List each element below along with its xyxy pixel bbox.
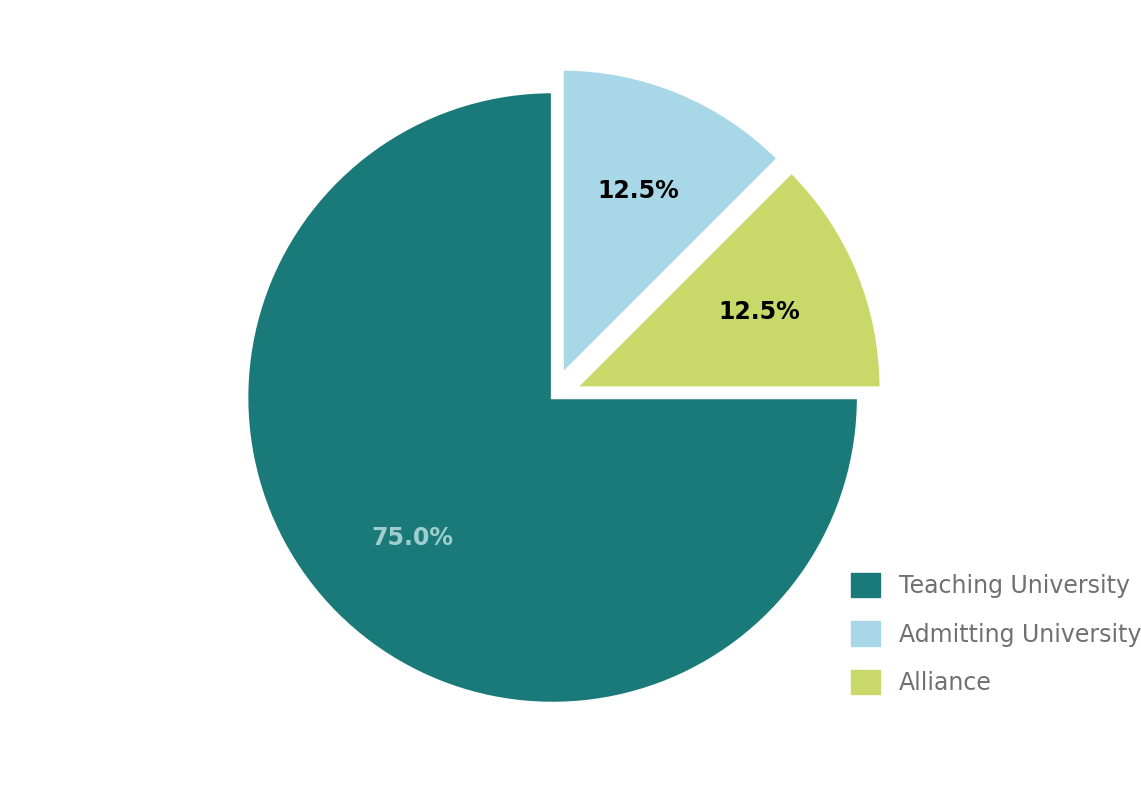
Wedge shape: [246, 91, 859, 704]
Wedge shape: [563, 69, 778, 375]
Text: 12.5%: 12.5%: [718, 300, 800, 324]
Text: 75.0%: 75.0%: [371, 526, 453, 550]
Text: 12.5%: 12.5%: [597, 179, 679, 204]
Wedge shape: [575, 172, 881, 388]
Legend: Teaching University, Admitting University, Alliance: Teaching University, Admitting Universit…: [840, 561, 1141, 707]
